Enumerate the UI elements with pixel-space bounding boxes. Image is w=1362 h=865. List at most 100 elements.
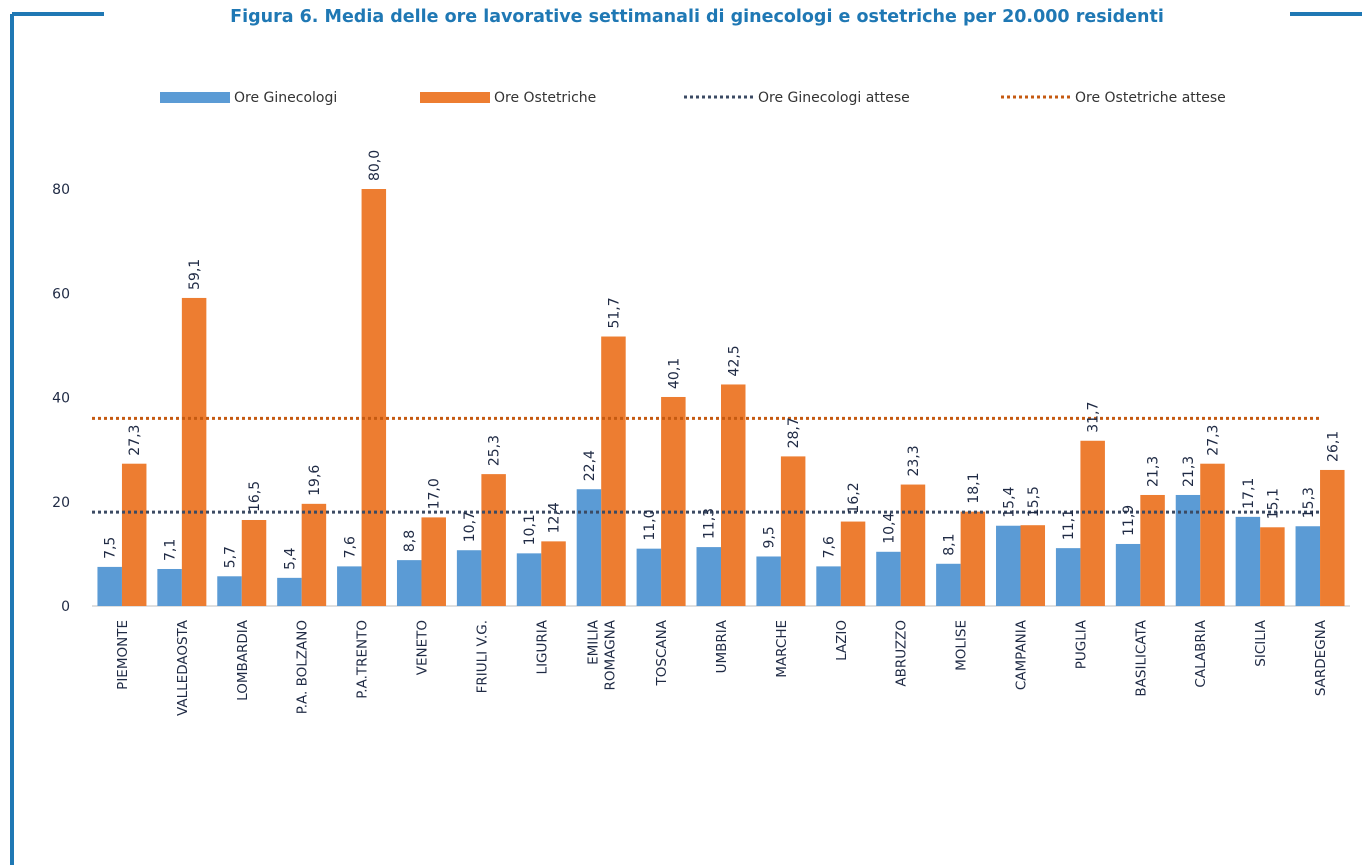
bar-ginecologi (277, 577, 302, 606)
bar-ostetriche (780, 456, 806, 606)
y-tick-label: 40 (52, 391, 70, 407)
data-label: 5,7 (223, 546, 239, 568)
bar-ginecologi (1295, 526, 1321, 606)
bar-ginecologi (816, 566, 841, 606)
bar-ginecologi (516, 553, 542, 606)
data-label: 40,1 (666, 358, 682, 389)
bar-ginecologi (636, 548, 662, 606)
data-label: 10,1 (522, 514, 538, 545)
data-label: 15,3 (1301, 487, 1317, 518)
bar-ostetriche (960, 511, 986, 606)
data-label: 15,5 (1026, 486, 1042, 517)
data-label: 80,0 (367, 150, 383, 181)
category-label: SARDEGNA (1313, 619, 1329, 696)
y-tick-label: 80 (52, 182, 70, 198)
bar-ostetriche (361, 189, 387, 606)
category-label: UMBRIA (714, 619, 730, 673)
data-label: 11,3 (702, 508, 718, 539)
bar-ostetriche (181, 297, 207, 606)
data-label: 12,4 (547, 502, 563, 533)
bar-ginecologi (876, 551, 901, 606)
category-label: LAZIO (834, 620, 850, 661)
data-label: 7,6 (822, 536, 838, 558)
bar-ostetriche (661, 396, 686, 606)
data-label: 11,9 (1121, 505, 1137, 536)
category-label: CALABRIA (1193, 619, 1209, 687)
y-tick-label: 20 (52, 495, 70, 511)
bar-ginecologi (756, 556, 781, 606)
legend-label: Ore Ostetriche (494, 90, 596, 106)
data-label: 22,4 (582, 450, 598, 481)
bar-ginecologi (456, 550, 482, 606)
bar-ginecologi (1235, 516, 1261, 606)
legend-swatch (160, 92, 230, 103)
legend-label: Ore Ginecologi (234, 90, 337, 106)
data-label: 7,5 (103, 537, 119, 559)
data-label: 9,5 (762, 526, 778, 548)
data-label: 31,7 (1086, 402, 1102, 433)
category-label: ABRUZZO (894, 620, 910, 687)
category-label: P.A. BOLZANO (295, 620, 311, 714)
bar-ostetriche (1080, 440, 1105, 606)
data-label: 11,0 (642, 509, 658, 540)
bar-ginecologi (696, 547, 721, 606)
data-label: 17,0 (427, 478, 443, 509)
bar-ostetriche (601, 336, 626, 606)
data-label: 21,3 (1181, 456, 1197, 487)
category-label: SICILIA (1253, 619, 1269, 666)
bar-ostetriche (1020, 525, 1046, 606)
category-label: P.A.TRENTO (355, 620, 371, 699)
legend-swatch (420, 92, 490, 103)
data-label: 15,4 (1001, 486, 1017, 517)
chart-title: Figura 6. Media delle ore lavorative set… (230, 7, 1164, 27)
data-label: 16,5 (247, 481, 263, 512)
data-label: 17,1 (1241, 478, 1257, 509)
y-tick-label: 0 (61, 599, 70, 615)
data-label: 27,3 (1205, 425, 1221, 456)
category-label: CAMPANIA (1014, 619, 1030, 690)
category-label: EMILIAROMAGNA (586, 619, 619, 690)
legend: Ore Ginecologi Ore Ostetriche Ore Ginecolo… (160, 90, 1226, 106)
data-label: 59,1 (187, 259, 203, 290)
data-label: 25,3 (487, 435, 503, 466)
bar-ostetriche (301, 503, 327, 606)
data-label: 19,6 (307, 465, 323, 496)
bar-ginecologi (1055, 548, 1081, 606)
category-labels: PIEMONTE VALLEDAOSTA LOMBARDIA P.A. BOLZANO… (115, 619, 1329, 716)
bar-ginecologi (97, 566, 122, 606)
category-label: VENETO (414, 620, 430, 675)
bar-ostetriche (1320, 469, 1345, 606)
data-label: 5,4 (282, 547, 298, 569)
data-label: 7,6 (342, 536, 358, 558)
data-label: 8,1 (941, 534, 957, 556)
data-label: 42,5 (726, 345, 742, 376)
bar-ostetriche (121, 463, 147, 606)
data-label: 10,7 (462, 511, 478, 542)
bar-ginecologi (217, 576, 242, 606)
data-label: 8,8 (402, 530, 418, 552)
bar-ginecologi (396, 560, 422, 606)
bar-ginecologi (576, 489, 602, 606)
data-label: 11,1 (1061, 509, 1077, 540)
data-label: 27,3 (127, 425, 143, 456)
data-label: 26,1 (1325, 431, 1341, 462)
bar-ginecologi (996, 525, 1021, 606)
category-label: PIEMONTE (115, 620, 131, 690)
bar-ostetriche (721, 384, 746, 606)
bar-ostetriche (1200, 463, 1225, 606)
category-label: MOLISE (954, 620, 970, 671)
data-label: 15,1 (1265, 488, 1281, 519)
bar-ginecologi (936, 563, 961, 606)
frame-border (10, 12, 1362, 865)
bar-ginecologi (157, 568, 182, 606)
data-label: 18,1 (966, 472, 982, 503)
bar-ostetriche (1260, 527, 1285, 606)
data-label: 7,1 (163, 539, 179, 561)
bar-ostetriche (481, 474, 506, 606)
bar-ostetriche (541, 541, 566, 606)
bar-ginecologi (1115, 543, 1141, 606)
legend-label: Ore Ostetriche attese (1075, 90, 1226, 106)
category-label: PUGLIA (1073, 619, 1089, 669)
